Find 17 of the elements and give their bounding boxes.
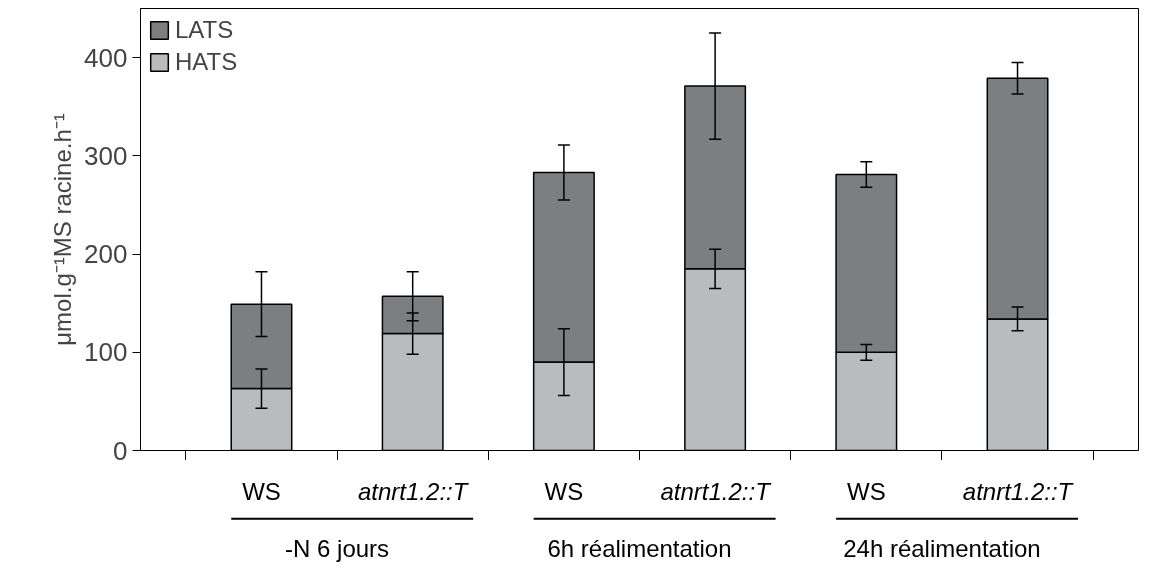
y-tick-label: 0 xyxy=(113,435,128,466)
x-tick-label: WS xyxy=(242,477,281,505)
x-tick-label: WS xyxy=(846,477,886,505)
x-tick-label: atnrt1.2::T xyxy=(357,477,470,505)
text: -N 6 jours xyxy=(285,535,390,562)
text: 24h réalimentation xyxy=(843,535,1041,562)
x-tick-label: WS xyxy=(544,477,584,505)
y-tick-label: 100 xyxy=(84,337,128,368)
y-tick-label: 200 xyxy=(84,239,128,270)
y-axis-title: μmol.g⁻¹MS racine.h⁻¹ xyxy=(49,113,77,346)
x-tick-label: atnrt1.2::T xyxy=(962,477,1075,505)
text: 6h réalimentation xyxy=(547,535,732,562)
y-tick-label: 300 xyxy=(84,140,128,171)
y-tick-label: 400 xyxy=(84,42,128,73)
legend-label: LATS xyxy=(175,16,234,44)
x-tick-label: atnrt1.2::T xyxy=(660,477,773,505)
legend-label: HATS xyxy=(175,48,238,76)
